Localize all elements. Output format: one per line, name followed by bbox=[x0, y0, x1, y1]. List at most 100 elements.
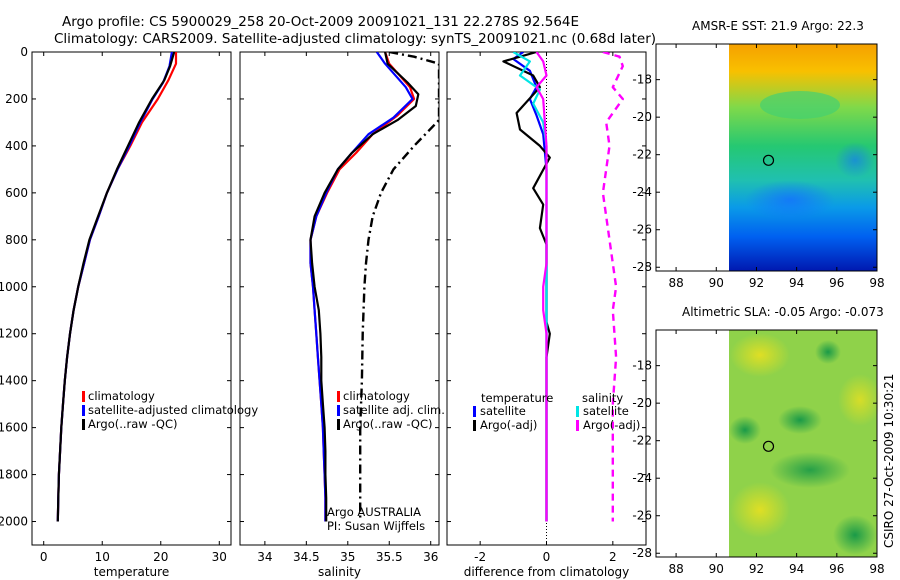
map-frame bbox=[655, 43, 878, 272]
legend-swatch bbox=[473, 420, 476, 431]
y-tick-label: -22 bbox=[632, 434, 652, 448]
legend-title-salinity: salinity bbox=[582, 391, 623, 405]
x-tick-label: 36 bbox=[423, 550, 438, 564]
legend-swatch bbox=[337, 391, 340, 402]
salinity-panel: 34 34.5 35 35.5 36 salinity climatologysatelli… bbox=[239, 51, 445, 579]
y-tick-label: 1400 bbox=[0, 374, 28, 388]
series-line-satellite-adjusted-climatology bbox=[56, 52, 173, 522]
sla-map-title: Altimetric SLA: -0.05 Argo: -0.073 bbox=[682, 305, 884, 319]
legend-swatch bbox=[576, 406, 579, 417]
series-line-temperature-argo-adj- bbox=[502, 52, 551, 522]
legend-label: satellite-adjusted climatology bbox=[88, 403, 258, 417]
y-tick-label: -18 bbox=[632, 359, 652, 373]
x-tick-label: 20 bbox=[153, 550, 168, 564]
sla-map bbox=[729, 330, 882, 557]
temperature-xlabel: temperature bbox=[94, 565, 169, 579]
x-tick-label: 34.5 bbox=[293, 550, 320, 564]
sst-map-cool-patch bbox=[745, 180, 835, 220]
legend-label: climatology bbox=[88, 389, 155, 403]
series-line-satellite-adj-clim- bbox=[309, 52, 414, 522]
x-tick-label: 96 bbox=[829, 276, 844, 290]
y-tick-label: 0 bbox=[20, 45, 28, 59]
figure-title-line2: Climatology: CARS2009. Satellite-adjuste… bbox=[54, 31, 656, 47]
legend-label: Argo(-adj) bbox=[480, 418, 537, 432]
sla-map-low-patch bbox=[833, 515, 877, 555]
legend-title-temperature: temperature bbox=[481, 391, 553, 405]
y-tick-label: -24 bbox=[632, 471, 652, 485]
legend-label: satellite bbox=[480, 404, 526, 418]
sla-map-low-patch bbox=[778, 406, 822, 434]
sla-map-low-patch bbox=[770, 452, 850, 488]
y-tick-label: -28 bbox=[632, 546, 652, 560]
credit-annotation: Argo AUSTRALIA bbox=[327, 505, 421, 519]
legend-swatch bbox=[337, 405, 340, 416]
series-line-argo-raw-qc- bbox=[56, 52, 176, 522]
legend-label: climatology bbox=[343, 389, 410, 403]
x-tick-label: 35 bbox=[340, 550, 355, 564]
credit-annotation: PI: Susan Wijffels bbox=[327, 519, 425, 533]
sla-map-axes: 88 90 92 94 96 98 -18 -20 -22 -24 -26 -28 bbox=[632, 329, 885, 576]
x-tick-label: 92 bbox=[749, 276, 764, 290]
y-tick-label: 2000 bbox=[0, 515, 28, 529]
difference-xlabel: difference from climatology bbox=[464, 565, 630, 579]
x-tick-label: 94 bbox=[789, 276, 804, 290]
y-tick-label: 1800 bbox=[0, 468, 28, 482]
x-tick-label: 88 bbox=[668, 562, 683, 576]
x-tick-label: 30 bbox=[212, 550, 227, 564]
legend-label: Argo(..raw -QC) bbox=[88, 417, 178, 431]
sst-map-warm-patch bbox=[760, 91, 840, 119]
y-tick-label: -20 bbox=[632, 396, 652, 410]
temperature-panel: 0 10 20 30 0 200 400 600 800 1000 1200 1400 1600 1800… bbox=[0, 45, 258, 579]
y-tick-label: -24 bbox=[632, 185, 652, 199]
legend-swatch bbox=[82, 405, 85, 416]
legend-swatch bbox=[82, 391, 85, 402]
sst-map-cool-patch bbox=[835, 142, 875, 178]
y-tick-label: 200 bbox=[5, 92, 28, 106]
x-tick-label: 94 bbox=[789, 562, 804, 576]
x-tick-label: 98 bbox=[869, 562, 884, 576]
y-tick-label: -26 bbox=[632, 223, 652, 237]
map-frame bbox=[655, 329, 878, 558]
sst-map-title: AMSR-E SST: 21.9 Argo: 22.3 bbox=[692, 19, 864, 33]
x-tick-label: 96 bbox=[829, 562, 844, 576]
salinity-xlabel: salinity bbox=[318, 565, 361, 579]
x-tick-label: 92 bbox=[749, 562, 764, 576]
x-tick-label: 98 bbox=[869, 276, 884, 290]
sla-map-high-patch bbox=[838, 374, 882, 426]
sla-map-low-patch bbox=[729, 416, 761, 444]
legend-label: Argo(-adj) bbox=[583, 418, 640, 432]
sla-map-low-patch bbox=[815, 340, 841, 364]
figure-title-line1: Argo profile: CS 5900029_258 20-Oct-2009… bbox=[62, 14, 579, 30]
x-tick-label: -2 bbox=[474, 550, 486, 564]
legend-swatch bbox=[82, 419, 85, 430]
x-tick-label: 90 bbox=[709, 562, 724, 576]
sla-map-high-patch bbox=[730, 333, 790, 377]
x-tick-label: 10 bbox=[95, 550, 110, 564]
y-tick-label: -18 bbox=[632, 73, 652, 87]
x-tick-label: 0 bbox=[543, 550, 551, 564]
y-tick-label: 1200 bbox=[0, 327, 28, 341]
y-tick-label: 1600 bbox=[0, 421, 28, 435]
legend-swatch bbox=[337, 419, 340, 430]
legend-swatch bbox=[473, 406, 476, 417]
legend-label: satellite adj. clim. bbox=[343, 403, 445, 417]
series-line-salinity-argo-adj- bbox=[535, 52, 548, 522]
argo-float-marker bbox=[762, 154, 775, 166]
y-tick-label: 800 bbox=[5, 233, 28, 247]
series-line-salinity-argo-adj-dashed bbox=[601, 52, 624, 522]
sla-map-high-patch bbox=[730, 482, 790, 538]
series-line-argo-raw-qc-dash-dot bbox=[359, 52, 439, 522]
x-tick-label: 0 bbox=[40, 550, 48, 564]
temperature-axes-box bbox=[31, 51, 232, 546]
x-tick-label: 88 bbox=[668, 276, 683, 290]
y-tick-label: 400 bbox=[5, 139, 28, 153]
x-tick-label: 90 bbox=[709, 276, 724, 290]
legend-label: satellite bbox=[583, 404, 629, 418]
y-tick-label: 600 bbox=[5, 186, 28, 200]
x-tick-label: 34 bbox=[257, 550, 272, 564]
x-tick-label: 35.5 bbox=[376, 550, 403, 564]
legend-label: Argo(..raw -QC) bbox=[343, 417, 433, 431]
sst-map bbox=[729, 44, 877, 271]
y-tick-label: -26 bbox=[632, 509, 652, 523]
